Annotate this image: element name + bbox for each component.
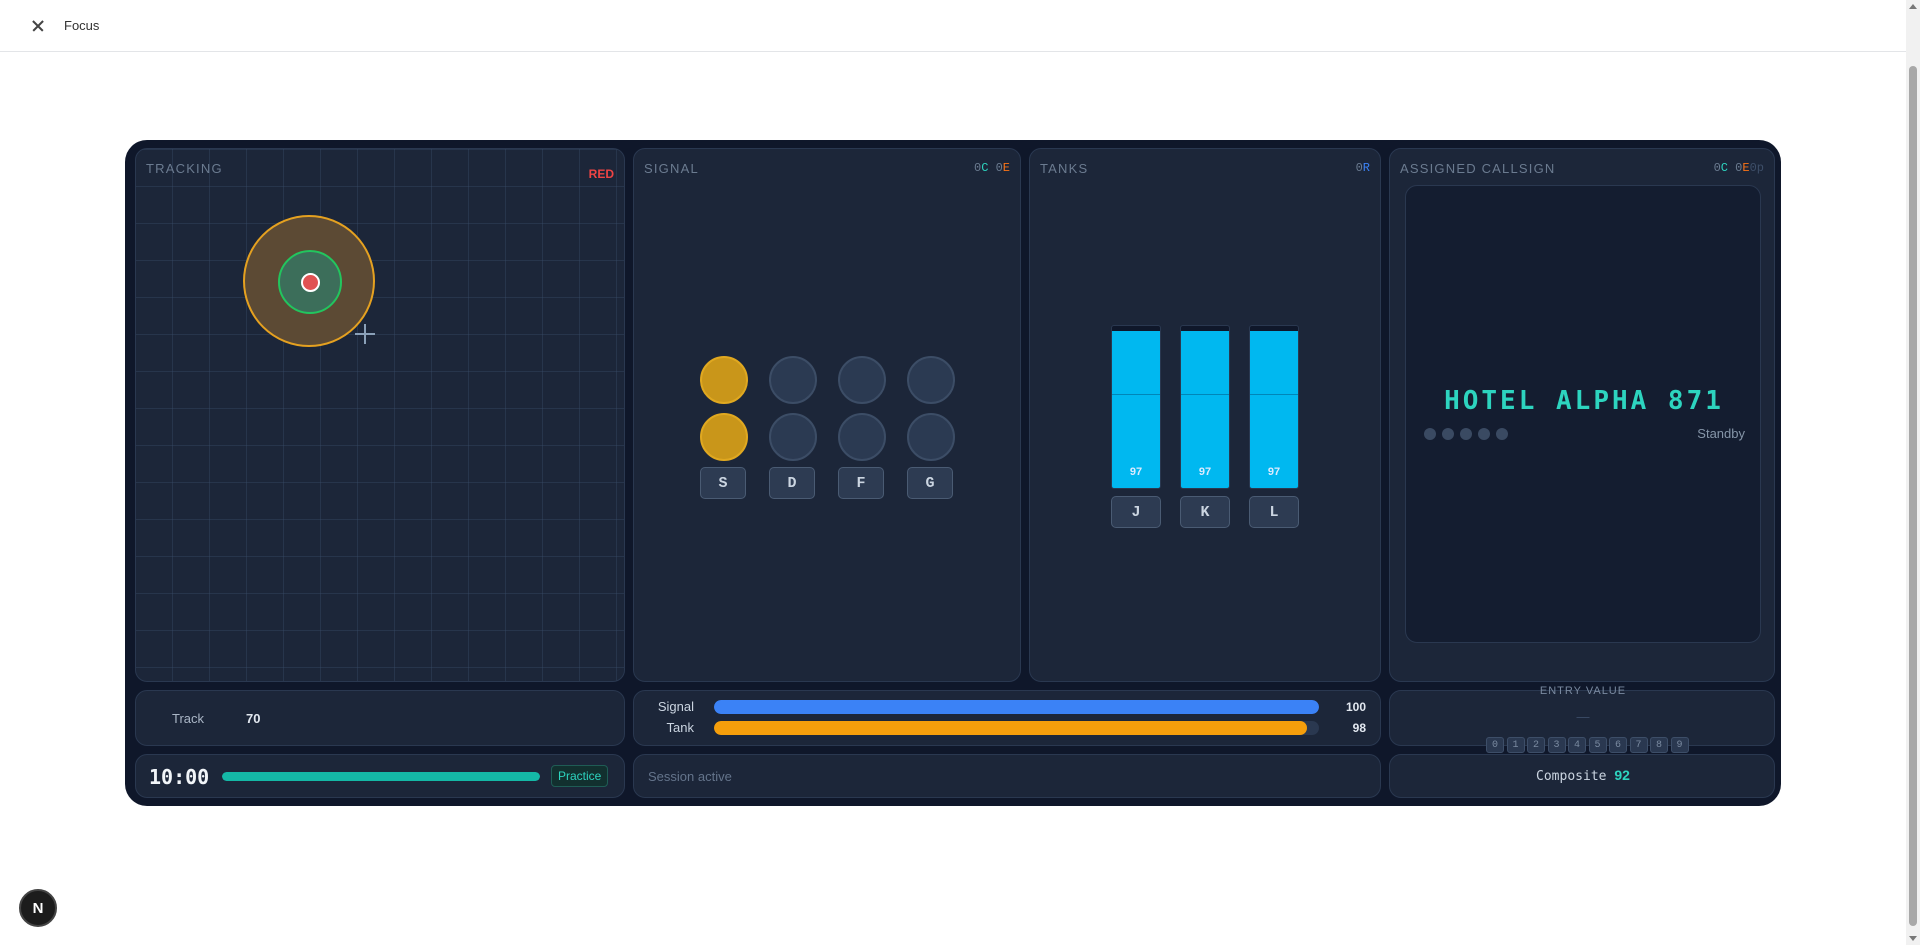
scroll-up-icon[interactable] xyxy=(1909,4,1917,9)
target-inner-ring xyxy=(278,250,342,314)
entry-label: ENTRY VALUE xyxy=(1539,685,1627,697)
signal-bar-label: Signal xyxy=(657,699,694,714)
progress-dot xyxy=(1496,428,1508,440)
crosshair-cursor-icon[interactable] xyxy=(355,324,375,344)
tank-bar-label: Tank xyxy=(666,720,694,735)
callsign-text: HOTEL ALPHA 871 xyxy=(1444,386,1724,416)
timer-progress xyxy=(222,772,540,781)
metrics-bars-panel: Signal 100 Tank 98 xyxy=(633,690,1381,746)
dashboard: TRACKING RED SIGNAL 0C 0E S D F G TANKS … xyxy=(125,140,1781,806)
track-score-label: Track xyxy=(172,711,205,726)
tank-k: 97 xyxy=(1180,325,1230,489)
tracking-title: TRACKING xyxy=(146,161,223,176)
key-g-button[interactable]: G xyxy=(907,467,953,499)
signal-light xyxy=(907,413,955,461)
callsign-panel: ASSIGNED CALLSIGN 0C 0E0p HOTEL ALPHA 87… xyxy=(1389,148,1775,682)
key-k-button[interactable]: K xyxy=(1180,496,1230,528)
n-badge-button[interactable]: N xyxy=(19,889,57,927)
tank-l: 97 xyxy=(1249,325,1299,489)
tank-bar xyxy=(714,721,1319,735)
tank-value: 97 xyxy=(1198,466,1212,478)
signal-light xyxy=(769,356,817,404)
app-title: Focus xyxy=(64,18,100,33)
signal-light xyxy=(907,356,955,404)
callsign-tag: 0C 0E0p xyxy=(1713,161,1764,175)
mode-badge[interactable]: Practice xyxy=(551,765,609,787)
tank-fill xyxy=(1250,330,1298,488)
signal-tag: 0C 0E xyxy=(973,161,1010,175)
timer-panel: 10:00 Practice xyxy=(135,754,625,798)
digit-7-button[interactable]: 7 xyxy=(1629,737,1648,753)
digit-6-button[interactable]: 6 xyxy=(1609,737,1627,753)
digit-5-button[interactable]: 5 xyxy=(1588,737,1607,753)
composite-value: 92 xyxy=(1614,767,1630,783)
top-bar: Focus xyxy=(0,0,1906,52)
digit-8-button[interactable]: 8 xyxy=(1650,737,1668,753)
tank-j: 97 xyxy=(1111,325,1161,489)
target-center-dot xyxy=(301,273,320,292)
key-f-button[interactable]: F xyxy=(838,467,884,499)
tanks-title: TANKS xyxy=(1040,161,1089,176)
tanks-tag: 0R xyxy=(1355,161,1370,175)
callsign-screen: HOTEL ALPHA 871 Standby xyxy=(1405,185,1761,643)
scrollbar[interactable] xyxy=(1906,0,1920,945)
digit-4-button[interactable]: 4 xyxy=(1568,737,1586,753)
digit-2-button[interactable]: 2 xyxy=(1527,737,1545,753)
signal-light xyxy=(838,356,886,404)
tanks-panel: TANKS 0R 97 97 97 J K L xyxy=(1029,148,1381,682)
digit-3-button[interactable]: 3 xyxy=(1547,737,1566,753)
scroll-thumb[interactable] xyxy=(1909,66,1917,926)
close-icon[interactable] xyxy=(28,16,48,36)
digit-0-button[interactable]: 0 xyxy=(1486,737,1504,753)
callsign-status: Standby xyxy=(1697,426,1745,441)
signal-bar xyxy=(714,700,1319,714)
tank-bar-value: 98 xyxy=(1352,721,1366,735)
target-outer-ring xyxy=(243,215,375,347)
key-l-button[interactable]: L xyxy=(1249,496,1299,528)
timer-progress-fill xyxy=(222,772,540,781)
entry-value-display[interactable]: — xyxy=(1576,709,1590,724)
composite-panel: Composite 92 xyxy=(1389,754,1775,798)
composite-label: Composite xyxy=(1536,769,1607,784)
track-score-value: 70 xyxy=(246,711,261,726)
digit-1-button[interactable]: 1 xyxy=(1506,737,1525,753)
tank-fill xyxy=(1112,330,1160,488)
tank-bar-fill xyxy=(714,721,1307,735)
timer-value: 10:00 xyxy=(149,765,210,789)
tank-value: 97 xyxy=(1129,466,1143,478)
progress-dot xyxy=(1478,428,1490,440)
digit-9-button[interactable]: 9 xyxy=(1670,737,1689,753)
key-d-button[interactable]: D xyxy=(769,467,815,499)
callsign-title: ASSIGNED CALLSIGN xyxy=(1400,161,1556,176)
key-s-button[interactable]: S xyxy=(700,467,746,499)
signal-panel: SIGNAL 0C 0E S D F G xyxy=(633,148,1021,682)
tank-fill xyxy=(1181,330,1229,488)
scroll-down-icon[interactable] xyxy=(1909,936,1917,941)
tracking-status: RED xyxy=(588,167,614,181)
status-text: Session active xyxy=(648,769,732,784)
tracking-panel[interactable]: TRACKING RED xyxy=(135,148,625,682)
signal-light xyxy=(700,413,748,461)
signal-bar-fill xyxy=(714,700,1319,714)
progress-dot xyxy=(1424,428,1436,440)
signal-light xyxy=(769,413,817,461)
signal-bar-value: 100 xyxy=(1345,700,1366,714)
tank-value: 97 xyxy=(1267,466,1281,478)
progress-dot xyxy=(1460,428,1472,440)
key-j-button[interactable]: J xyxy=(1111,496,1161,528)
signal-light xyxy=(838,413,886,461)
progress-dot xyxy=(1442,428,1454,440)
signal-title: SIGNAL xyxy=(644,161,699,176)
track-score-panel: Track 70 xyxy=(135,690,625,746)
status-panel: Session active xyxy=(633,754,1381,798)
signal-light xyxy=(700,356,748,404)
